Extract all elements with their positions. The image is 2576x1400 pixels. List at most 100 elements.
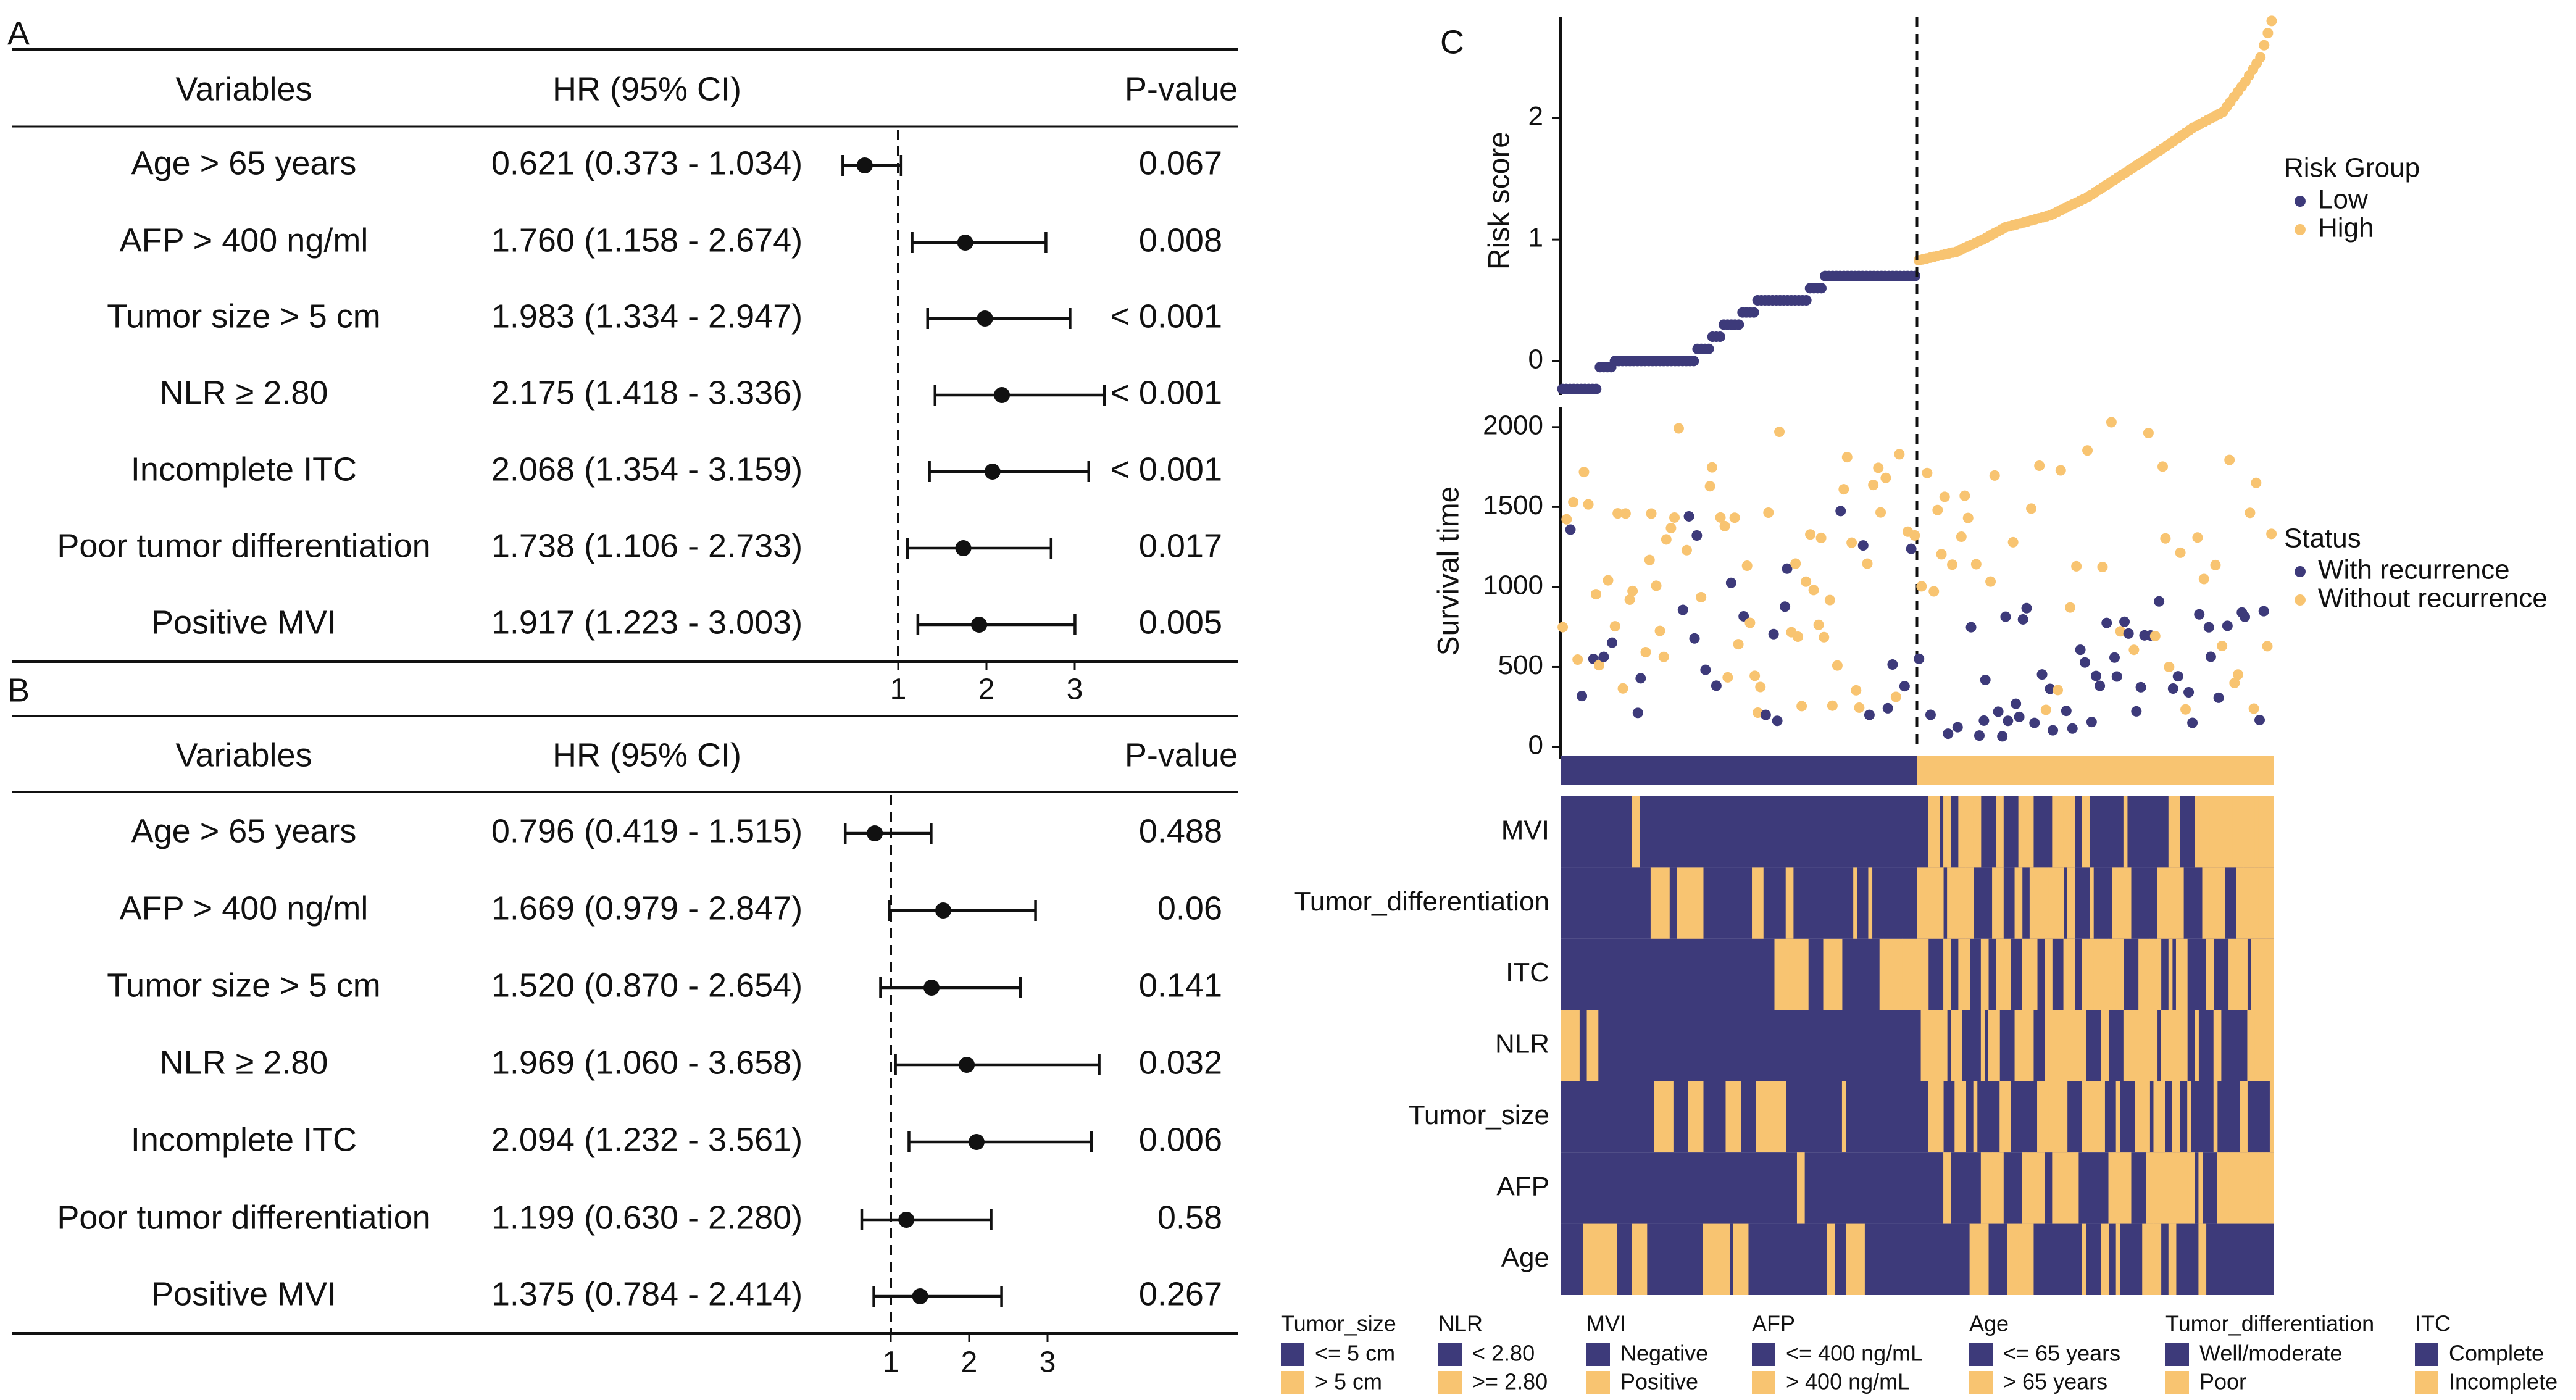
survival-y-tick-label: 2000 bbox=[1483, 410, 1543, 440]
legend-swatch bbox=[1752, 1343, 1775, 1366]
heatmap-cell bbox=[1677, 867, 1696, 939]
heatmap-cell bbox=[2206, 938, 2214, 1010]
heatmap-cell bbox=[2269, 867, 2274, 939]
heatmap-cell bbox=[2251, 938, 2256, 1010]
x-tick-label: 2 bbox=[978, 673, 995, 706]
heatmap-cell bbox=[2074, 1152, 2079, 1224]
survival-point bbox=[2258, 606, 2269, 617]
survival-point bbox=[1749, 670, 1761, 681]
risk-point bbox=[1801, 295, 1812, 306]
heatmap-cell bbox=[1996, 938, 2004, 1010]
heatmap-row-bg bbox=[1561, 796, 2274, 868]
survival-point bbox=[1875, 507, 1886, 518]
survival-point bbox=[2095, 680, 2106, 691]
survival-point bbox=[1890, 691, 1901, 702]
heatmap-cell bbox=[2052, 1010, 2056, 1081]
survival-point bbox=[1753, 707, 1764, 718]
heatmap-cell bbox=[2220, 796, 2233, 868]
survival-point bbox=[2119, 616, 2130, 627]
legend-swatch bbox=[2165, 1343, 2189, 1366]
heatmap-cell bbox=[1688, 1081, 1704, 1153]
heatmap-cell bbox=[2048, 1081, 2056, 1153]
heatmap-cell bbox=[2101, 1010, 2109, 1081]
heatmap-cell bbox=[1789, 938, 1809, 1010]
survival-y-tick-label: 0 bbox=[1528, 730, 1543, 760]
heatmap-cell bbox=[1962, 867, 1967, 939]
survival-point bbox=[2224, 454, 2235, 465]
heatmap-cell bbox=[2123, 796, 2128, 868]
heatmap-cell bbox=[1853, 867, 1857, 939]
survival-point bbox=[1677, 604, 1688, 615]
legend-swatch bbox=[1438, 1343, 1462, 1366]
hr-point bbox=[959, 1057, 975, 1073]
heatmap-cell bbox=[2198, 1223, 2207, 1295]
survival-point bbox=[1808, 585, 1819, 596]
survival-point bbox=[1572, 654, 1583, 665]
survival-point bbox=[1790, 558, 1801, 569]
status-legend-label: With recurrence bbox=[2318, 555, 2510, 585]
survival-point bbox=[1974, 730, 1985, 741]
survival-point bbox=[1617, 683, 1628, 694]
survival-point bbox=[1909, 530, 1920, 541]
heatmap-cell bbox=[1954, 1081, 1967, 1153]
heatmap-cell bbox=[1725, 1081, 1741, 1153]
risk-point bbox=[2262, 28, 2274, 39]
heatmap-cell bbox=[2003, 938, 2011, 1010]
survival-point bbox=[1922, 467, 1933, 478]
survival-point bbox=[2017, 614, 2028, 625]
heatmap-cell bbox=[2138, 938, 2150, 1010]
heatmap-cell bbox=[1999, 867, 2004, 939]
heatmap-cell bbox=[2175, 1010, 2188, 1081]
survival-point bbox=[1864, 709, 1875, 720]
survival-point bbox=[1620, 508, 1631, 519]
heatmap-row-label: AFP bbox=[1496, 1171, 1549, 1201]
heatmap-cell bbox=[1917, 867, 1929, 939]
survival-point bbox=[1906, 543, 1917, 554]
risk-y-tick-label: 0 bbox=[1528, 344, 1543, 375]
heatmap-cell bbox=[2041, 1152, 2045, 1224]
heatmap-cell bbox=[2056, 1152, 2068, 1224]
heatmap-cell bbox=[1980, 1152, 1993, 1224]
survival-point bbox=[1593, 660, 1604, 671]
heatmap-cell bbox=[1774, 1081, 1786, 1153]
heatmap-cell bbox=[1752, 867, 1764, 939]
column-header-variables: Variables bbox=[175, 70, 312, 107]
survival-point bbox=[1782, 563, 1793, 574]
survival-point bbox=[1882, 702, 1893, 714]
heatmap-cell bbox=[2007, 1223, 2019, 1295]
heatmap-cell bbox=[2269, 1081, 2274, 1153]
survival-point bbox=[1722, 672, 1733, 683]
heatmap-cell bbox=[2090, 1081, 2098, 1153]
survival-point bbox=[1887, 659, 1898, 670]
legend-title: Age bbox=[1969, 1311, 2009, 1336]
heatmap-cell bbox=[2149, 1010, 2158, 1081]
heatmap-cell bbox=[2146, 1010, 2150, 1081]
survival-point bbox=[1609, 621, 1620, 632]
legend-title: ITC bbox=[2415, 1311, 2451, 1336]
survival-point bbox=[2222, 620, 2233, 631]
survival-point bbox=[2205, 651, 2216, 662]
risk-point bbox=[1703, 343, 1714, 354]
risk-point bbox=[2266, 15, 2277, 27]
heatmap-cell bbox=[1965, 867, 1974, 939]
heatmap-cell bbox=[2149, 938, 2154, 1010]
survival-point bbox=[2245, 507, 2256, 519]
p-value: 0.06 bbox=[1157, 890, 1222, 927]
heatmap-cell bbox=[2018, 1223, 2023, 1295]
survival-point bbox=[2203, 622, 2214, 633]
heatmap-cell bbox=[1958, 796, 1967, 868]
survival-point bbox=[1568, 496, 1579, 507]
heatmap-cell bbox=[2022, 1152, 2027, 1224]
survival-point bbox=[2154, 596, 2165, 607]
survival-point bbox=[1577, 691, 1588, 702]
heatmap-row-label: MVI bbox=[1501, 815, 1549, 845]
survival-point bbox=[1661, 534, 1672, 545]
survival-point bbox=[1768, 628, 1779, 640]
hr-point bbox=[898, 1212, 915, 1228]
variable-label: Poor tumor differentiation bbox=[57, 527, 430, 564]
heatmap-cell bbox=[2240, 796, 2244, 868]
heatmap-cell bbox=[2206, 796, 2211, 868]
survival-y-axis-label: Survival time bbox=[1433, 486, 1465, 656]
heatmap-cell bbox=[2101, 1223, 2109, 1295]
variable-label: Age > 65 years bbox=[131, 812, 357, 849]
